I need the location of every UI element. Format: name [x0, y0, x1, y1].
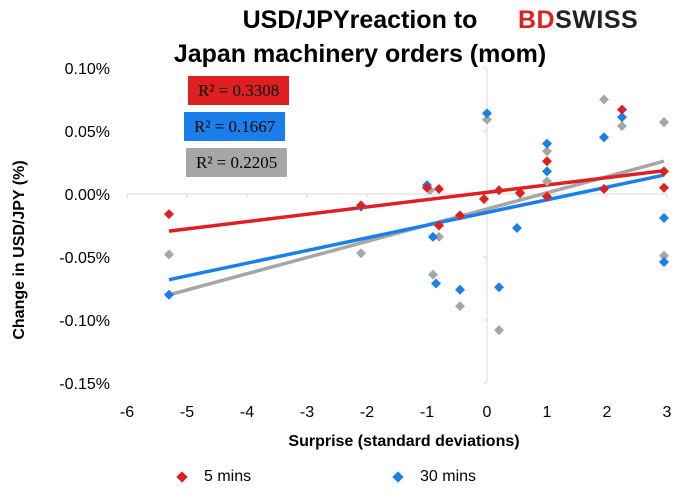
- r2-label-third-series: R² = 0.2205: [186, 148, 288, 177]
- point-5-mins: [422, 182, 432, 193]
- data-points: [164, 94, 669, 336]
- point-third-series: [659, 250, 669, 261]
- y-tick-label: -0.10%: [59, 313, 110, 330]
- x-tick-label: 2: [603, 404, 612, 421]
- y-tick-label: 0.10%: [65, 61, 110, 78]
- legend-marker-5-mins: [176, 471, 188, 483]
- point-30-mins: [431, 278, 441, 289]
- point-30-mins: [617, 112, 627, 123]
- point-30-mins: [659, 212, 669, 223]
- x-tick-label: -4: [240, 404, 254, 421]
- x-tick-label: -3: [300, 404, 314, 421]
- point-5-mins: [599, 183, 609, 194]
- point-third-series: [164, 249, 174, 260]
- legend-item-30-mins: 30 mins: [392, 468, 477, 486]
- point-5-mins: [434, 220, 444, 231]
- point-30-mins: [482, 108, 492, 119]
- point-5-mins: [659, 182, 669, 193]
- point-third-series: [542, 146, 552, 157]
- x-tick-label: 3: [663, 404, 672, 421]
- x-tick-label: -5: [180, 404, 194, 421]
- point-30-mins: [542, 138, 552, 149]
- point-third-series: [482, 114, 492, 125]
- point-30-mins: [164, 289, 174, 300]
- r2-label-30-mins: R² = 0.1667: [184, 112, 286, 141]
- x-tick-label: -1: [420, 404, 434, 421]
- logo-part-bd: BD: [518, 6, 556, 34]
- point-5-mins: [164, 209, 174, 220]
- point-third-series: [494, 325, 504, 336]
- point-30-mins: [599, 132, 609, 143]
- x-tick-label: 1: [543, 404, 552, 421]
- point-third-series: [428, 269, 438, 280]
- point-30-mins: [494, 282, 504, 293]
- point-third-series: [356, 248, 366, 259]
- point-5-mins: [515, 187, 525, 198]
- y-tick-label: -0.05%: [59, 250, 110, 267]
- point-third-series: [542, 176, 552, 187]
- x-tick-label: -6: [120, 404, 134, 421]
- point-5-mins: [479, 194, 489, 205]
- x-tick-label: -2: [360, 404, 374, 421]
- point-30-mins: [455, 284, 465, 295]
- y-tick-label: -0.15%: [59, 376, 110, 393]
- x-axis-label: Surprise (standard deviations): [288, 433, 519, 450]
- point-5-mins: [617, 104, 627, 115]
- trendlines: [168, 159, 665, 297]
- point-30-mins: [512, 223, 522, 234]
- point-5-mins: [434, 183, 444, 194]
- point-5-mins: [356, 200, 366, 211]
- y-axis-label: Change in USD/JPY (%): [11, 160, 28, 339]
- point-third-series: [659, 117, 669, 128]
- brand-logo: BDSWISS: [518, 6, 638, 35]
- point-5-mins: [494, 185, 504, 196]
- point-third-series: [455, 301, 465, 312]
- logo-part-swiss: SWISS: [555, 6, 639, 34]
- point-30-mins: [542, 166, 552, 177]
- legend-item-5-mins: 5 mins: [176, 468, 252, 486]
- chart-title-line-2: Japan machinery orders (mom): [173, 40, 547, 68]
- point-third-series: [617, 120, 627, 131]
- chart-title-line-1: USD/JPYreaction to: [242, 6, 478, 34]
- trendline-5-mins: [168, 168, 665, 233]
- legend-marker-30-mins: [392, 471, 404, 483]
- point-5-mins: [659, 166, 669, 177]
- point-30-mins: [428, 231, 438, 242]
- y-tick-label: 0.05%: [65, 124, 110, 141]
- point-5-mins: [542, 156, 552, 167]
- tick-labels: -6 -5 -4 -3 -2 -1 0 1 2 3 0.10% 0.05% 0.00% -0.05% -0.…: [59, 61, 671, 421]
- point-third-series: [599, 94, 609, 105]
- point-5-mins: [455, 210, 465, 221]
- x-tick-label: 0: [483, 404, 492, 421]
- point-5-mins: [542, 191, 552, 202]
- legend-label-30-mins: 30 mins: [420, 468, 477, 485]
- r2-label-5-mins: R² = 0.3308: [188, 76, 290, 105]
- point-30-mins: [659, 257, 669, 268]
- legend-label-5-mins: 5 mins: [204, 468, 252, 485]
- point-third-series: [434, 231, 444, 242]
- y-tick-label: 0.00%: [65, 187, 110, 204]
- trendline-30-mins: [168, 173, 665, 282]
